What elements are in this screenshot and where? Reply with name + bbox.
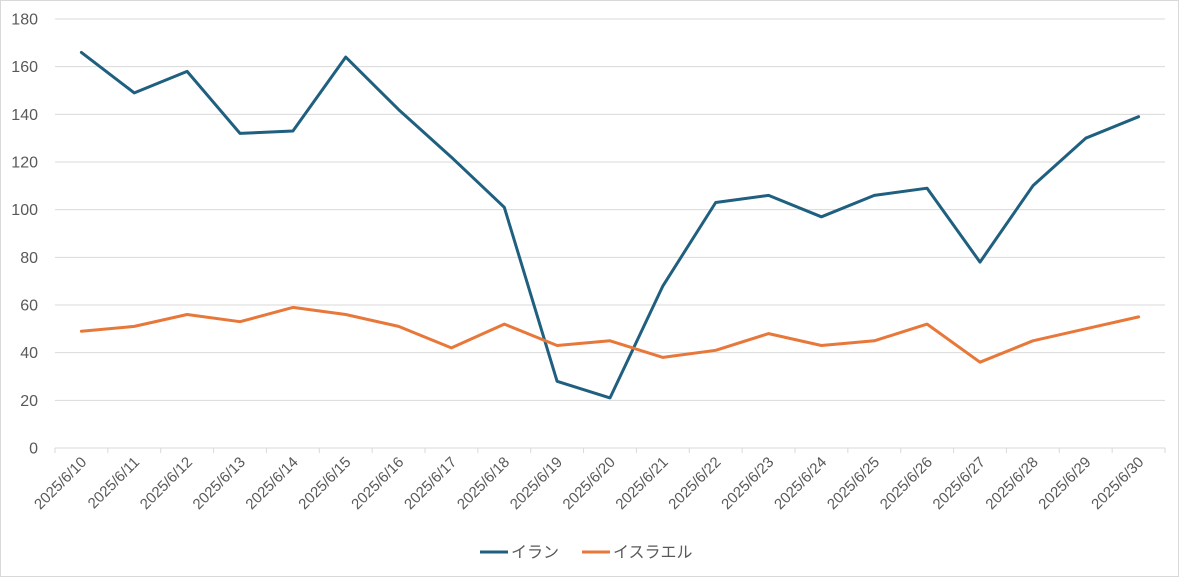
x-tick-label: 2025/6/14 (242, 454, 301, 513)
y-tick-label: 120 (11, 155, 38, 172)
x-tick-label: 2025/6/16 (348, 454, 407, 513)
x-tick-label: 2025/6/15 (295, 454, 354, 513)
y-tick-label: 80 (20, 250, 38, 267)
legend: イラン イスラエル (480, 545, 693, 562)
x-tick-label: 2025/6/20 (560, 454, 619, 513)
x-tick-label: 2025/6/12 (137, 454, 196, 513)
x-tick-label: 2025/6/18 (454, 454, 513, 513)
series-line-0 (81, 52, 1138, 398)
x-tick-label: 2025/6/25 (824, 454, 883, 513)
legend-label: イラン (511, 545, 559, 562)
y-tick-label: 140 (11, 107, 38, 124)
gridlines (55, 19, 1165, 400)
x-tick-label: 2025/6/13 (190, 454, 249, 513)
x-tick-label: 2025/6/30 (1088, 454, 1147, 513)
y-tick-label: 20 (20, 393, 38, 410)
y-tick-label: 40 (20, 345, 38, 362)
x-tick-label: 2025/6/17 (401, 454, 460, 513)
x-tick-label: 2025/6/24 (771, 454, 830, 513)
y-tick-label: 0 (29, 441, 38, 458)
x-tick-label: 2025/6/21 (612, 454, 671, 513)
x-tick-label: 2025/6/19 (507, 454, 566, 513)
x-tick-label: 2025/6/28 (982, 454, 1041, 513)
axes: 0204060801001201401601802025/6/102025/6/… (11, 12, 1165, 514)
y-tick-label: 160 (11, 59, 38, 76)
x-tick-label: 2025/6/11 (85, 454, 143, 512)
x-tick-label: 2025/6/22 (665, 454, 724, 513)
series-lines (81, 52, 1138, 398)
y-tick-label: 100 (11, 202, 38, 219)
x-tick-label: 2025/6/27 (930, 454, 989, 513)
legend-label: イスラエル (613, 545, 693, 562)
series-line-1 (81, 307, 1138, 362)
x-tick-label: 2025/6/23 (718, 454, 777, 513)
x-tick-label: 2025/6/10 (31, 454, 90, 513)
x-tick-label: 2025/6/26 (877, 454, 936, 513)
y-tick-label: 180 (11, 12, 38, 29)
x-tick-label: 2025/6/29 (1035, 454, 1094, 513)
y-tick-label: 60 (20, 298, 38, 315)
